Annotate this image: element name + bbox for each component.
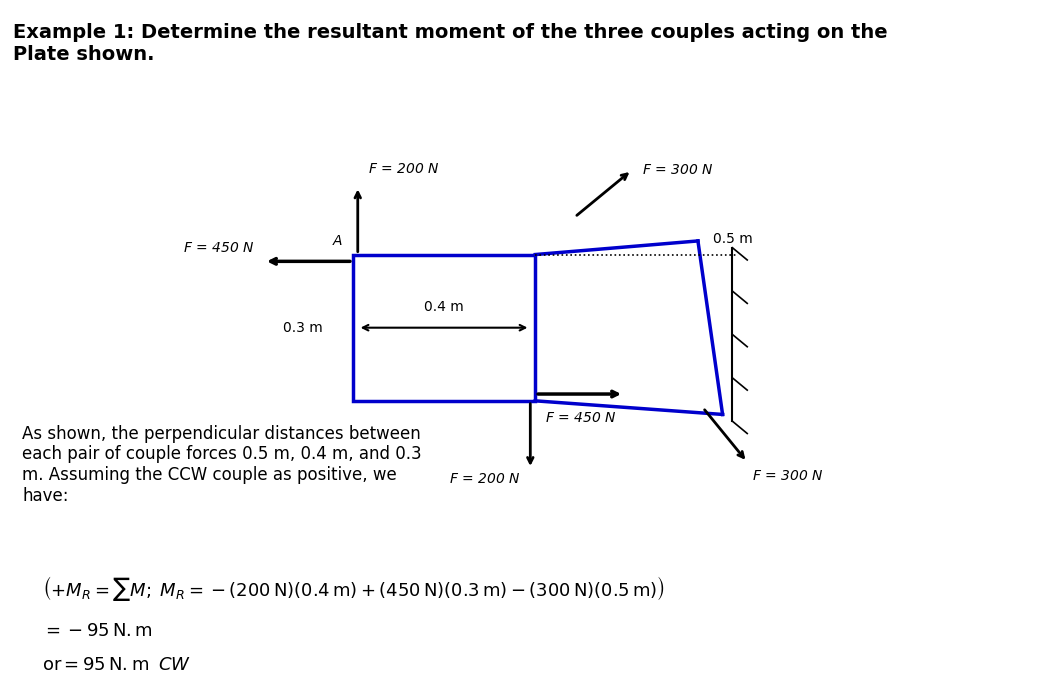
Text: As shown, the perpendicular distances between
each pair of couple forces 0.5 m, : As shown, the perpendicular distances be… — [22, 425, 422, 505]
Text: Example 1: Determine the resultant moment of the three couples acting on the
Pla: Example 1: Determine the resultant momen… — [13, 23, 887, 64]
Text: $\mathrm{or} = 95\,\mathrm{N.m}\;\; \mathit{CW}$: $\mathrm{or} = 95\,\mathrm{N.m}\;\; \mat… — [42, 656, 191, 674]
Text: $F$ = 200 N: $F$ = 200 N — [449, 472, 521, 486]
Text: 0.3 m: 0.3 m — [283, 320, 323, 335]
Text: $\left(+M_R=\sum M;\; M_R=-(200\,\mathrm{N})(0.4\,\mathrm{m})+(450\,\mathrm{N})(: $\left(+M_R=\sum M;\; M_R=-(200\,\mathrm… — [42, 574, 665, 604]
Text: $F$ = 300 N: $F$ = 300 N — [752, 469, 824, 483]
Text: $F$ = 300 N: $F$ = 300 N — [642, 163, 713, 177]
Text: $F$ = 200 N: $F$ = 200 N — [367, 163, 439, 176]
Text: $A$: $A$ — [332, 234, 343, 248]
Text: $F$ = 450 N: $F$ = 450 N — [545, 411, 617, 425]
Text: $F$ = 450 N: $F$ = 450 N — [183, 241, 254, 255]
Text: 0.4 m: 0.4 m — [425, 300, 464, 314]
Text: $= -95\,\mathrm{N.m}$: $= -95\,\mathrm{N.m}$ — [42, 622, 153, 640]
Text: 0.5 m: 0.5 m — [713, 233, 753, 246]
